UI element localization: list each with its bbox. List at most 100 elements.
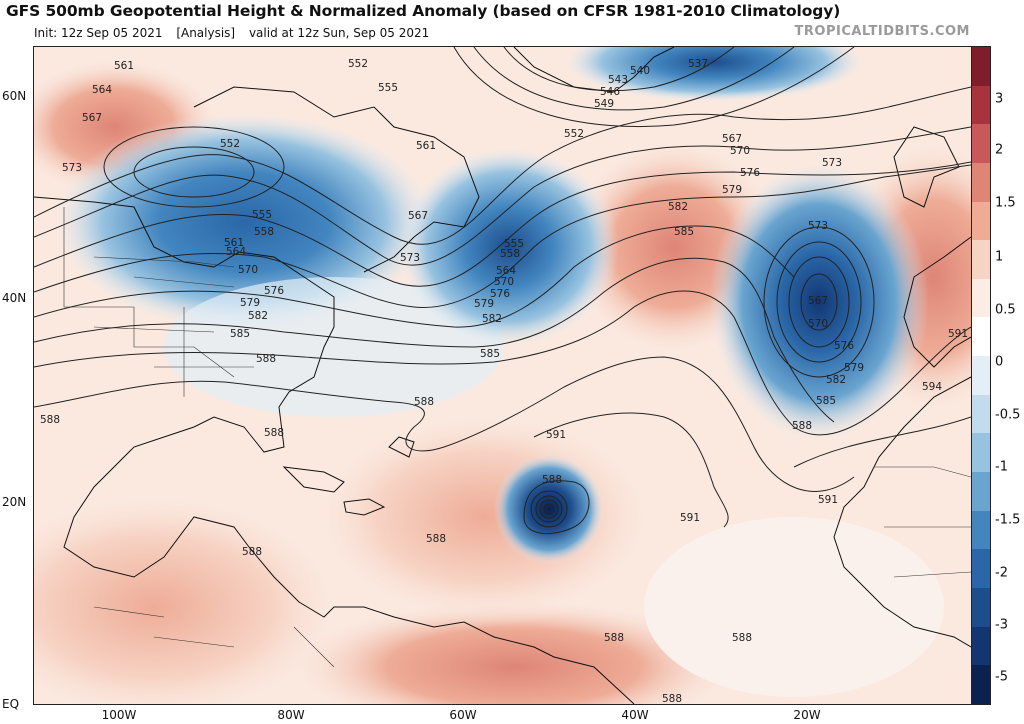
contour-label: 564 xyxy=(496,265,516,277)
contour-label: 573 xyxy=(62,162,82,174)
colorbar-segment xyxy=(972,317,990,357)
colorbar-segment xyxy=(972,394,990,434)
contour-label: 537 xyxy=(688,58,708,70)
contour-label: 555 xyxy=(378,82,398,94)
contour-lakes-552 xyxy=(103,126,285,208)
contour-561 xyxy=(34,86,971,245)
contour-label: 588 xyxy=(604,632,624,644)
colorbar-segment xyxy=(972,240,990,279)
contour-label: 594 xyxy=(922,381,942,393)
lon-label-80w: 80W xyxy=(277,708,305,722)
warm-anomaly-south-america xyxy=(284,597,744,704)
contour-label: 549 xyxy=(594,98,614,110)
lon-label-20w: 20W xyxy=(793,708,821,722)
greenland-coastline xyxy=(513,47,675,93)
colorbar-segment xyxy=(972,124,990,163)
contour-label: 585 xyxy=(480,348,500,360)
contour-label: 591 xyxy=(546,429,566,441)
cold-anomaly-hurricane xyxy=(494,454,604,564)
contour-label: 579 xyxy=(240,297,260,309)
colorbar-segment xyxy=(972,549,990,588)
south-america-borders xyxy=(93,606,335,668)
colorbar-tick: 1.5 xyxy=(995,195,1016,211)
contour-label: 588 xyxy=(792,420,812,432)
contour-label: 570 xyxy=(730,145,750,157)
iberia-coastline xyxy=(903,236,971,368)
contour-576 xyxy=(34,164,971,308)
contour-azores-567 xyxy=(788,256,850,348)
contour-label: 582 xyxy=(482,313,502,325)
brand-watermark: TROPICALTIDBITS.COM xyxy=(794,24,970,39)
colorbar-segment xyxy=(972,278,990,318)
analysis-tag: [Analysis] xyxy=(176,26,236,40)
contour-label: 561 xyxy=(224,237,244,249)
contour-label: 564 xyxy=(226,246,246,258)
anomaly-colorbar xyxy=(971,46,991,705)
colorbar-tick: -2 xyxy=(995,565,1008,581)
cold-anomaly-east-coast xyxy=(164,277,504,417)
contour-label: 585 xyxy=(230,328,250,340)
contour-label: 561 xyxy=(114,60,134,72)
contour-594 xyxy=(793,416,971,468)
cold-anomaly-azores-low xyxy=(709,162,929,442)
contour-label: 576 xyxy=(264,285,284,297)
map-canvas: 561 564 567 573 552 555 552 555 558 561 … xyxy=(34,47,971,704)
americas-coastline xyxy=(34,196,635,704)
contour-label: 591 xyxy=(818,494,838,506)
contour-lakes-549 xyxy=(133,146,255,198)
colorbar-tick: 3 xyxy=(995,91,1004,107)
contour-label: 588 xyxy=(732,632,752,644)
colorbar-tick: -1.5 xyxy=(995,512,1021,528)
contour-label: 585 xyxy=(816,395,836,407)
contour-label: 552 xyxy=(348,58,368,70)
canada-coastline xyxy=(193,86,480,273)
contour-label: 588 xyxy=(264,427,284,439)
colorbar-segment xyxy=(972,472,990,511)
map-panel: 561 564 567 573 552 555 552 555 558 561 … xyxy=(33,46,972,705)
contour-582 xyxy=(34,257,835,423)
africa-coastline xyxy=(833,376,971,648)
bermuda-outline xyxy=(388,436,415,458)
run-info: Init: 12z Sep 05 2021 [Analysis] valid a… xyxy=(34,26,439,40)
contour-larry-inner-1 xyxy=(530,490,568,528)
contour-label: 573 xyxy=(400,252,420,264)
contour-label: 585 xyxy=(674,226,694,238)
contour-549 xyxy=(453,47,855,128)
contour-label: 567 xyxy=(808,295,828,307)
contour-label: 555 xyxy=(252,209,272,221)
africa-borders xyxy=(874,466,971,578)
hispaniola-coastline xyxy=(343,498,386,516)
contour-label: 576 xyxy=(834,340,854,352)
chart-title: GFS 500mb Geopotential Height & Normaliz… xyxy=(6,2,841,20)
contour-azores-573 xyxy=(763,226,875,378)
colorbar-segment xyxy=(972,356,990,395)
contour-label: 588 xyxy=(426,533,446,545)
contour-label: 582 xyxy=(668,201,688,213)
colorbar-segment xyxy=(972,510,990,550)
colorbar-segment xyxy=(972,162,990,202)
colorbar-tick: -3 xyxy=(995,617,1008,633)
contour-label: 588 xyxy=(414,396,434,408)
height-contours xyxy=(34,47,971,535)
contour-label: 573 xyxy=(822,157,842,169)
contour-579 xyxy=(34,225,795,328)
contour-label: 588 xyxy=(242,546,262,558)
contour-label: 591 xyxy=(948,328,968,340)
colorbar-tick: -1 xyxy=(995,459,1008,475)
warm-anomaly-tropics xyxy=(304,407,664,627)
contour-label: 579 xyxy=(722,184,742,196)
lat-label-40n: 40N xyxy=(2,291,27,305)
contour-label: 588 xyxy=(662,693,682,704)
colorbar-segment xyxy=(972,47,990,86)
contour-label: 552 xyxy=(220,138,240,150)
contour-label: 555 xyxy=(504,238,524,250)
contour-label: 576 xyxy=(490,288,510,300)
contour-larry-inner-2 xyxy=(535,495,563,523)
state-lines xyxy=(93,256,254,397)
contour-label: 552 xyxy=(564,128,584,140)
contour-573 xyxy=(34,161,971,287)
contour-588 xyxy=(34,356,855,492)
colorbar-tick: 1 xyxy=(995,249,1004,265)
contour-larry-inner-3 xyxy=(539,499,559,519)
lon-label-60w: 60W xyxy=(449,708,477,722)
